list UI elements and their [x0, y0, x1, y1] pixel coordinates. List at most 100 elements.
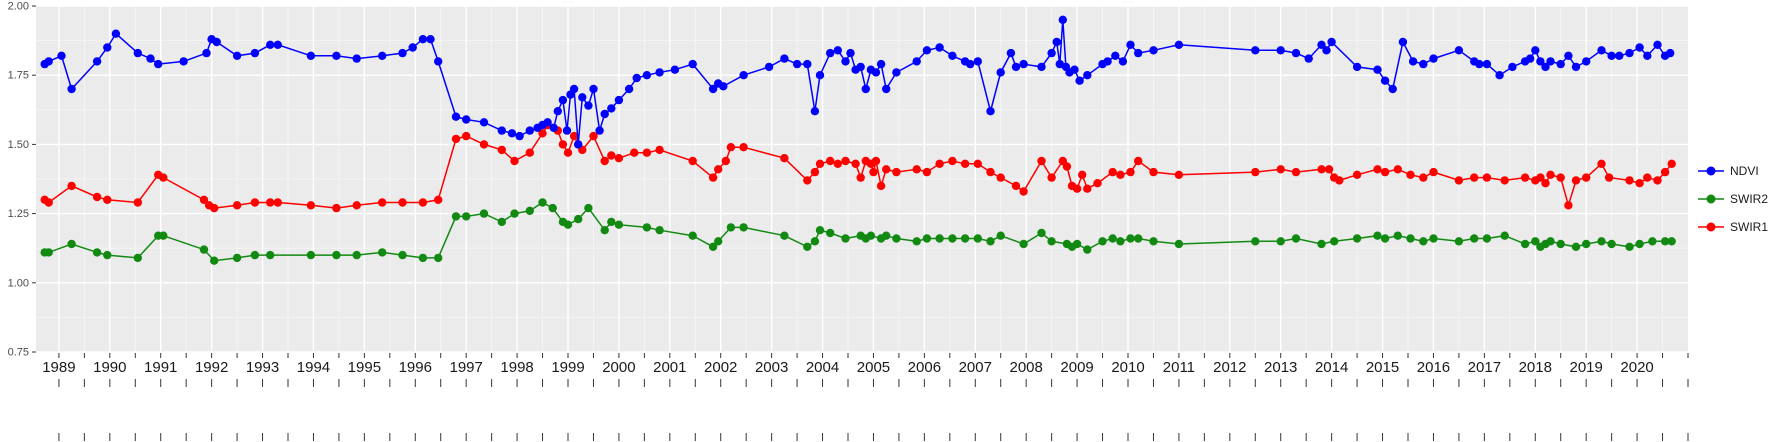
data-point	[739, 71, 748, 80]
data-point	[912, 237, 921, 246]
data-point	[708, 84, 718, 94]
data-point	[462, 115, 471, 124]
data-point	[232, 51, 242, 60]
data-point	[1011, 62, 1021, 72]
data-point	[882, 231, 891, 240]
data-point	[642, 148, 652, 157]
data-point	[179, 57, 188, 66]
data-point	[1408, 57, 1418, 66]
data-point	[133, 253, 142, 263]
data-point	[159, 231, 168, 240]
data-point	[462, 131, 471, 141]
data-point	[780, 231, 789, 240]
data-point	[250, 48, 260, 58]
data-point	[973, 159, 982, 168]
data-point	[1419, 237, 1428, 246]
data-point	[780, 154, 789, 163]
data-point	[607, 217, 616, 227]
data-point	[1500, 231, 1509, 240]
x-tick-label: 2009	[1060, 359, 1093, 376]
y-tick-label: 0.75	[8, 347, 29, 359]
data-point	[655, 226, 664, 235]
y-tick-label: 1.75	[8, 70, 29, 82]
data-point	[1037, 228, 1046, 238]
data-point	[266, 250, 275, 260]
data-point	[273, 40, 282, 49]
data-point	[851, 159, 860, 168]
x-axis: 1989 1990 1991 1992 1993 1994 1995 1996 1997 1998…	[42, 359, 1654, 376]
data-point	[1556, 239, 1565, 249]
data-point	[273, 198, 282, 207]
data-point	[558, 95, 568, 105]
data-point	[815, 159, 825, 168]
data-point	[1597, 159, 1606, 168]
data-point	[1373, 231, 1382, 240]
data-point	[418, 35, 428, 44]
data-point	[1571, 242, 1581, 251]
data-point	[1556, 59, 1565, 69]
data-point	[721, 156, 730, 166]
data-point	[1327, 37, 1336, 47]
data-point	[426, 35, 435, 44]
data-point	[1666, 48, 1675, 58]
x-tick-label: 2013	[1264, 359, 1297, 376]
data-point	[1607, 51, 1616, 60]
data-point	[935, 159, 944, 168]
data-point	[1373, 65, 1382, 74]
data-point	[1251, 167, 1260, 177]
data-point	[1174, 40, 1184, 49]
x-tick-label: 2007	[959, 359, 992, 376]
data-point	[574, 140, 583, 149]
data-point	[1324, 165, 1334, 174]
data-point	[1429, 167, 1438, 177]
data-point	[1635, 43, 1644, 52]
data-point	[1380, 76, 1390, 85]
data-point	[632, 73, 641, 83]
data-point	[1011, 181, 1021, 191]
data-point	[1482, 59, 1492, 69]
x-tick-label: 2011	[1163, 359, 1195, 376]
data-point	[92, 57, 102, 66]
x-tick-label: 2015	[1366, 359, 1399, 376]
data-point	[826, 48, 835, 58]
data-point	[882, 84, 891, 94]
legend-item-ndvi: NDVI	[1698, 164, 1759, 178]
data-point	[892, 167, 901, 177]
data-point	[1380, 234, 1390, 243]
data-point	[948, 51, 957, 60]
legend-label: SWIR1	[1730, 220, 1768, 234]
data-point	[589, 131, 598, 141]
data-point	[1398, 37, 1408, 47]
data-point	[569, 131, 579, 141]
data-point	[1047, 48, 1056, 58]
data-point	[1454, 46, 1464, 55]
data-point	[1470, 234, 1479, 243]
data-point	[1597, 237, 1606, 246]
data-point	[1322, 46, 1331, 55]
data-point	[1546, 57, 1555, 66]
data-point	[1108, 167, 1117, 177]
data-point	[1174, 239, 1184, 249]
data-point	[688, 156, 697, 166]
data-point	[497, 126, 506, 135]
data-point	[642, 223, 652, 232]
data-point	[714, 237, 723, 246]
data-point	[306, 250, 316, 260]
data-point	[600, 109, 609, 119]
data-point	[525, 126, 534, 135]
data-point	[833, 159, 842, 168]
data-point	[1419, 173, 1428, 182]
y-tick-label: 2.00	[8, 1, 29, 13]
data-point	[1615, 51, 1624, 60]
legend-label: SWIR2	[1730, 192, 1768, 206]
data-point	[1052, 37, 1061, 47]
data-point	[434, 253, 443, 263]
x-tick-marks-row1	[58, 353, 1689, 358]
data-point	[1291, 48, 1301, 58]
data-point	[352, 201, 361, 210]
data-point	[538, 198, 547, 207]
data-point	[44, 198, 53, 207]
data-point	[538, 129, 547, 138]
legend-key-point	[1706, 194, 1716, 204]
data-point	[332, 51, 341, 60]
